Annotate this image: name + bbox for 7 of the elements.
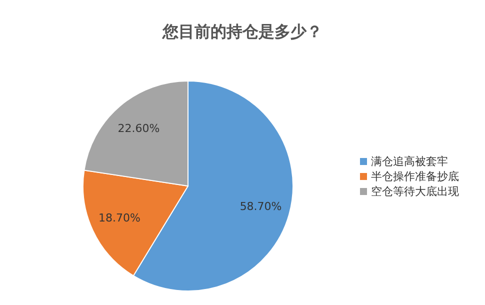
legend-label: 满仓追高被套牢 xyxy=(371,155,448,168)
data-label: 58.70% xyxy=(240,200,282,213)
chart-title: 您目前的持仓是多少？ xyxy=(161,21,324,43)
legend-label: 半仓操作准备抄底 xyxy=(371,170,459,183)
data-label: 22.60% xyxy=(118,122,160,136)
data-label: 18.70% xyxy=(98,211,140,224)
legend-label: 空仓等待大底出现 xyxy=(371,185,459,198)
